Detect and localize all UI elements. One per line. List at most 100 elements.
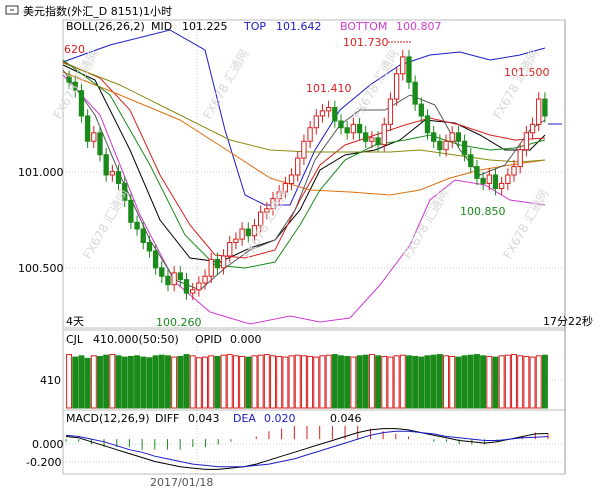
volume-bar bbox=[146, 357, 153, 409]
volume-bar bbox=[226, 354, 233, 409]
volume-bar bbox=[393, 355, 400, 409]
candle-body bbox=[529, 123, 536, 134]
top-value: 101.642 bbox=[276, 20, 322, 33]
candle-body bbox=[171, 272, 177, 286]
candle-body bbox=[183, 279, 190, 294]
candle-body bbox=[498, 182, 505, 189]
volume-bar bbox=[270, 355, 276, 409]
candle-body bbox=[332, 107, 338, 122]
candle-body bbox=[202, 275, 208, 284]
volume-bar bbox=[517, 355, 524, 409]
diff-label: DIFF bbox=[155, 412, 179, 425]
candle-body bbox=[140, 228, 146, 243]
volume-value: 410.000(50:50) bbox=[93, 333, 179, 346]
candle-body bbox=[270, 198, 276, 210]
candle-body bbox=[257, 211, 264, 227]
countdown: 17分22秒 bbox=[543, 314, 593, 328]
candle-body bbox=[474, 166, 480, 179]
volume-bar bbox=[72, 356, 79, 409]
annotation-right-high: 101.500 bbox=[504, 66, 550, 79]
volume-bar bbox=[195, 357, 202, 409]
candle-body bbox=[239, 228, 245, 240]
candle-body bbox=[165, 275, 171, 286]
candle-body bbox=[387, 98, 394, 125]
candle-body bbox=[406, 56, 412, 83]
volume-bar bbox=[164, 355, 171, 409]
volume-bar bbox=[344, 355, 351, 409]
annotation-mid-high: 101.410 bbox=[306, 82, 352, 95]
candle-body bbox=[251, 225, 258, 237]
candle-body bbox=[264, 208, 270, 213]
macd-label: MACD(12,26,9) bbox=[66, 412, 150, 425]
boll-mid-line bbox=[62, 59, 546, 269]
volume-bar bbox=[307, 355, 314, 409]
volume-bar bbox=[158, 354, 165, 409]
volume-bar bbox=[325, 354, 332, 409]
volume-bar bbox=[171, 356, 178, 409]
candle-body bbox=[282, 182, 289, 193]
opid-value: 0.000 bbox=[230, 333, 262, 346]
annotation-right-low: 100.850 bbox=[460, 205, 506, 218]
candle-body bbox=[276, 191, 282, 200]
candle-body bbox=[486, 174, 492, 184]
volume-bar bbox=[529, 356, 536, 409]
top-label: TOP bbox=[243, 20, 266, 33]
volume-bar bbox=[115, 355, 122, 409]
volume-bar bbox=[251, 355, 258, 409]
candle-body bbox=[220, 255, 227, 269]
volume-bar bbox=[276, 355, 283, 409]
annotation-left-low: 100.260 bbox=[156, 316, 202, 329]
volume-bar bbox=[232, 355, 239, 409]
candle-body bbox=[523, 132, 530, 151]
candle-body bbox=[381, 123, 387, 146]
candlestick-series bbox=[66, 50, 548, 300]
volume-bar bbox=[288, 355, 295, 409]
volume-bars bbox=[66, 354, 548, 409]
y-tick-101: 101.000 bbox=[18, 166, 64, 179]
candle-body bbox=[455, 132, 462, 142]
volume-bar bbox=[424, 355, 431, 409]
candle-body bbox=[288, 174, 295, 184]
candle-body bbox=[152, 250, 159, 269]
candle-body bbox=[356, 123, 363, 134]
candle-body bbox=[542, 98, 548, 117]
candle-body bbox=[350, 123, 357, 134]
candle-body bbox=[412, 81, 418, 105]
volume-bar bbox=[511, 354, 517, 409]
volume-bar bbox=[467, 354, 474, 409]
symbol-title: 美元指数(外汇_D 8151)1小时 bbox=[23, 4, 172, 18]
volume-bar bbox=[362, 354, 369, 409]
volume-bar bbox=[399, 354, 406, 409]
volume-bar bbox=[430, 354, 437, 409]
volume-bar bbox=[220, 354, 227, 409]
candle-body bbox=[196, 282, 202, 291]
candle-body bbox=[363, 132, 369, 142]
candle-body bbox=[369, 137, 375, 142]
volume-bar bbox=[356, 355, 363, 409]
volume-bar bbox=[436, 354, 443, 409]
candle-body bbox=[128, 199, 134, 223]
volume-bar bbox=[523, 355, 530, 409]
boll-label: BOLL(26,26,2) bbox=[66, 20, 145, 33]
ma-olive-line bbox=[62, 62, 546, 163]
candle-body bbox=[233, 238, 239, 243]
volume-bar bbox=[84, 357, 91, 409]
candle-body bbox=[424, 115, 431, 134]
candle-body bbox=[505, 174, 511, 184]
volume-bar bbox=[78, 355, 85, 409]
diff-line bbox=[65, 428, 549, 470]
volume-bar bbox=[202, 356, 209, 409]
volume-bar bbox=[331, 354, 338, 409]
candle-body bbox=[431, 132, 437, 142]
candle-body bbox=[208, 258, 214, 277]
candle-body bbox=[109, 171, 116, 176]
volume-bar bbox=[152, 355, 159, 409]
volume-bar bbox=[455, 356, 462, 409]
candle-body bbox=[418, 103, 424, 117]
volume-bar bbox=[214, 355, 221, 409]
volume-bar bbox=[350, 356, 357, 409]
volume-bar bbox=[480, 355, 487, 409]
corner-label: 4天 bbox=[66, 315, 84, 328]
candle-body bbox=[307, 127, 313, 142]
candle-body bbox=[313, 115, 319, 129]
